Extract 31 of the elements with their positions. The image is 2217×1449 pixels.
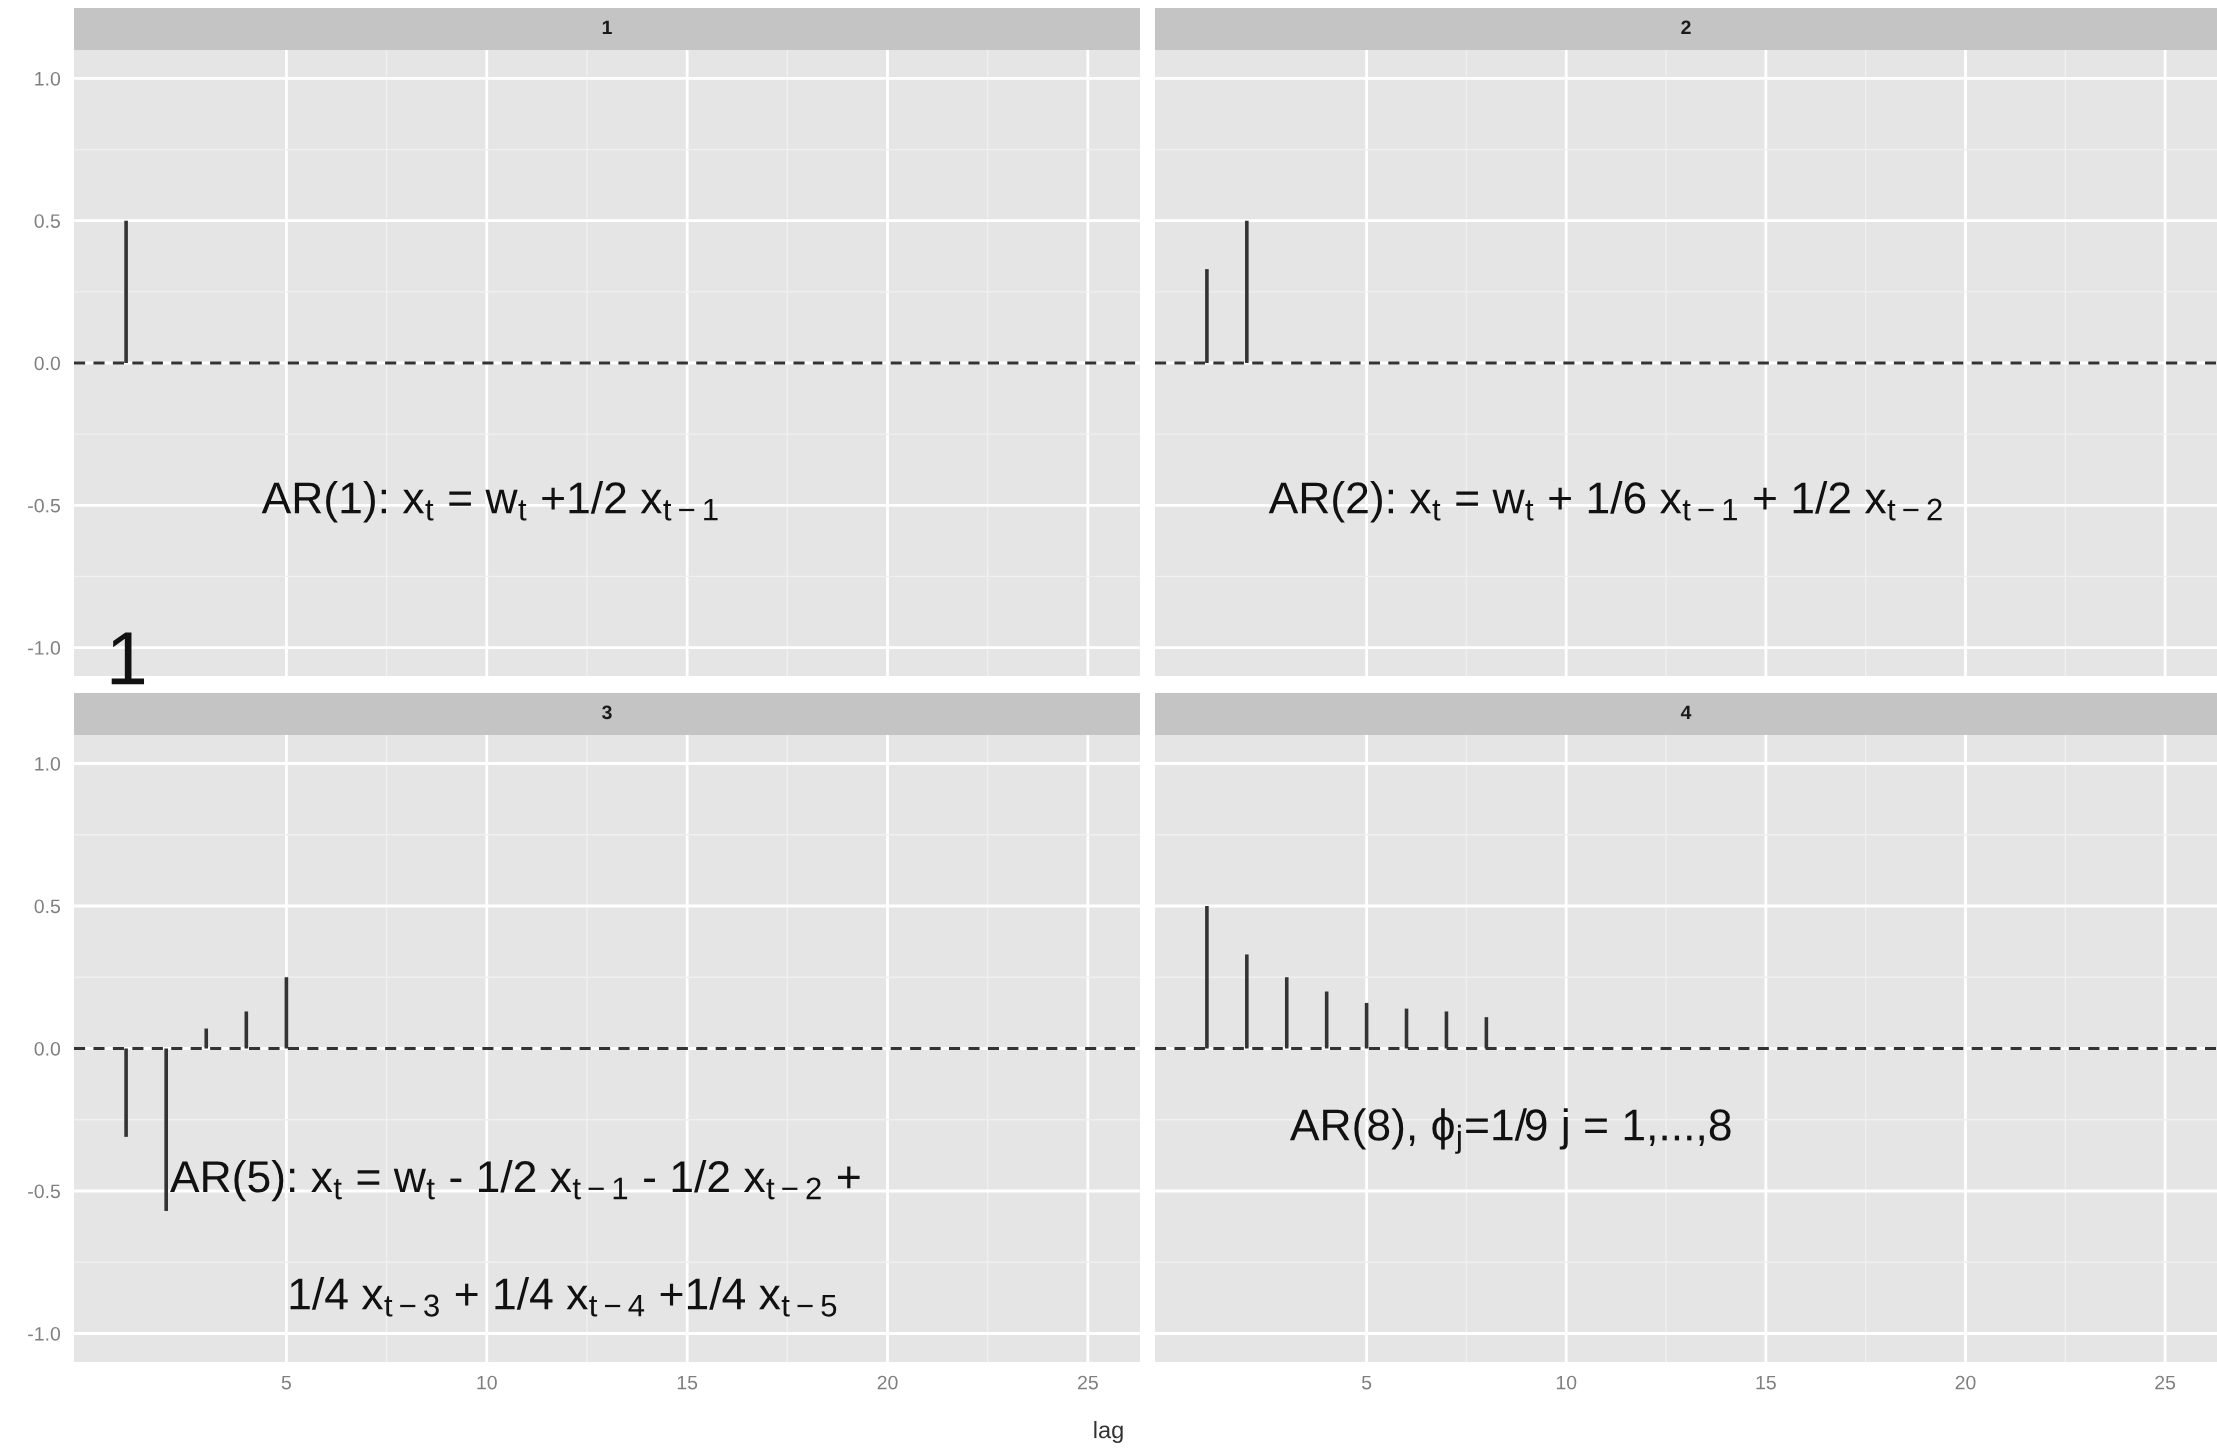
- y-tick-label: 0.0: [34, 1041, 61, 1056]
- annotation: AR(2): x$_{t}$ = w$_{t}$ + 1/6 x$_{t−1}$ + 1/2 x$_{t−2}$: [1268, 481, 1942, 523]
- text: AR(5): x$_{t}$ = w$_{t}$ - 1/2 x$_{t−1}$ - 1/2 x$_{t−2}$ +: [170, 1159, 860, 1202]
- x-tick-label: 25: [1078, 1375, 1098, 1390]
- y-tick-label: -0.5: [28, 498, 60, 513]
- x-tick-label: 20: [1955, 1375, 1976, 1390]
- x-tick-label: 10: [477, 1375, 497, 1390]
- x-tick-label: 25: [2155, 1375, 2176, 1390]
- chart-title: 2: [1681, 20, 1691, 35]
- y-tick-label: 0.5: [34, 899, 60, 914]
- x-tick-label: 15: [1756, 1375, 1776, 1390]
- text: 1: [602, 20, 612, 35]
- x-tick-label: 5: [1361, 1375, 1372, 1390]
- x-axis-title: lag: [1094, 1420, 1123, 1443]
- y-tick-label: -0.5: [28, 1184, 60, 1199]
- y-tick-label: 0.0: [34, 356, 61, 371]
- y-tick-label: 1.0: [35, 71, 61, 86]
- y-tick-label: 0.5: [34, 214, 60, 228]
- annotation: AR(8), ϕ$_{j}$=1/9 j = 1,...,8: [1289, 1108, 1731, 1154]
- x-tick-label: 15: [677, 1375, 698, 1390]
- x-tick-label: 20: [877, 1375, 898, 1390]
- y-tick-label: 1.0: [35, 756, 61, 771]
- x-tick-label: 10: [1556, 1375, 1577, 1390]
- annotation: AR(1): x$_{t}$ = w$_{t}$ +1/2 x$_{t−1}$: [261, 481, 718, 523]
- x-tick-label: 5: [281, 1375, 291, 1390]
- annotation: 1/4 x$_{t−3}$ + 1/4 x$_{t−4}$ +1/4 x$_{t−5}$: [290, 1277, 837, 1317]
- chart-title: 3: [602, 705, 612, 720]
- chart-title: 4: [1680, 705, 1692, 720]
- y-tick-label: -1.0: [28, 1326, 61, 1341]
- text: 1: [111, 632, 145, 685]
- y-tick-label: -1.0: [28, 641, 61, 655]
